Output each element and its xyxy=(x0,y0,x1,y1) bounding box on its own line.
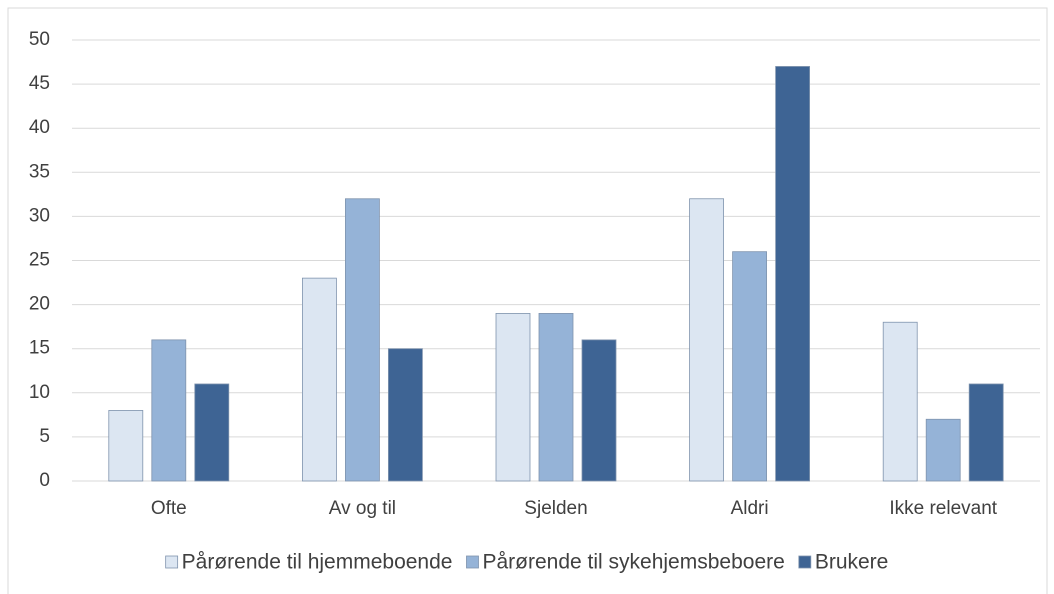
legend-swatch xyxy=(798,555,812,569)
bar xyxy=(301,277,337,482)
x-tick-label: Sjelden xyxy=(524,498,587,519)
y-tick-label: 15 xyxy=(29,338,50,359)
y-tick-label: 30 xyxy=(29,205,50,226)
legend: Pårørende til hjemmeboende Pårørende til … xyxy=(165,551,889,574)
bar xyxy=(882,321,918,482)
y-tick-label: 5 xyxy=(39,426,50,447)
bar xyxy=(968,383,1004,482)
bar xyxy=(581,339,617,482)
y-tick-label: 40 xyxy=(29,117,50,138)
bar xyxy=(925,418,961,482)
x-tick-label: Aldri xyxy=(731,498,769,519)
bar xyxy=(194,383,230,482)
y-tick-label: 10 xyxy=(29,382,50,403)
bar xyxy=(538,313,574,482)
y-tick-label: 50 xyxy=(29,29,50,50)
bar xyxy=(689,198,724,482)
bar xyxy=(344,198,380,482)
legend-label: Brukere xyxy=(815,551,889,574)
legend-label: Pårørende til hjemmeboende xyxy=(182,551,453,574)
chart-frame xyxy=(7,7,1048,594)
legend-label: Pårørende til sykehjemsbeboere xyxy=(482,551,784,574)
bar xyxy=(732,251,767,482)
y-tick-label: 35 xyxy=(29,161,50,182)
x-tick-label: Ikke relevant xyxy=(889,498,997,519)
bar xyxy=(775,66,810,482)
x-tick-label: Av og til xyxy=(329,498,396,519)
y-tick-label: 45 xyxy=(29,73,50,94)
y-tick-label: 0 xyxy=(39,470,50,491)
y-tick-label: 20 xyxy=(29,294,50,315)
x-tick-label: Ofte xyxy=(151,498,187,519)
legend-swatch xyxy=(466,555,479,569)
y-tick-label: 25 xyxy=(29,250,50,271)
bar xyxy=(108,410,144,482)
legend-swatch xyxy=(165,555,179,569)
bar xyxy=(387,348,423,482)
bar xyxy=(151,339,187,482)
bar xyxy=(495,313,531,482)
